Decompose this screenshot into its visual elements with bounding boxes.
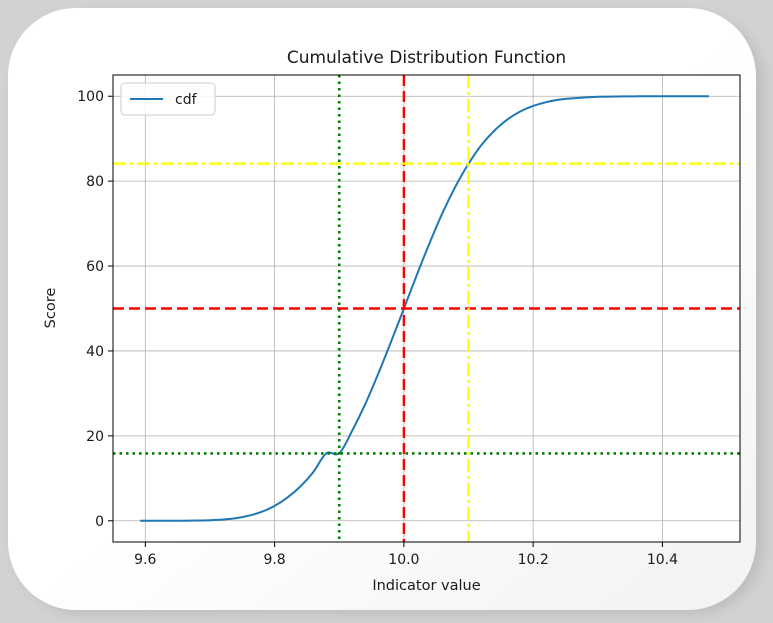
legend-box	[120, 82, 216, 116]
y-tick-label: 80	[86, 174, 104, 190]
chart-title: Cumulative Distribution Function	[287, 48, 566, 68]
reference-lines	[113, 75, 740, 542]
x-tick-label: 9.8	[263, 552, 285, 568]
y-axis-ticks: 0 20 40 60 80 100	[77, 89, 113, 530]
x-tick-label: 10.4	[647, 552, 678, 568]
y-tick-label: 60	[86, 259, 104, 275]
legend-label-cdf: cdf	[175, 92, 198, 108]
y-axis-label: Score	[43, 288, 59, 329]
series-line-cdf	[140, 95, 709, 522]
y-tick-label: 20	[86, 429, 104, 445]
x-tick-label: 10.0	[388, 552, 419, 568]
y-gridlines	[113, 95, 740, 522]
y-tick-label: 100	[77, 89, 104, 105]
series-layer	[140, 95, 709, 522]
x-axis-ticks: 9.6 9.8 10.0 10.2 10.4	[134, 542, 678, 568]
y-tick-label: 0	[95, 514, 104, 530]
y-tick-label: 40	[86, 344, 104, 360]
x-tick-label: 9.6	[134, 552, 156, 568]
x-tick-label: 10.2	[518, 552, 549, 568]
legend: cdf	[120, 82, 216, 116]
x-axis-label: Indicator value	[372, 578, 480, 594]
plot-frame	[112, 74, 741, 543]
